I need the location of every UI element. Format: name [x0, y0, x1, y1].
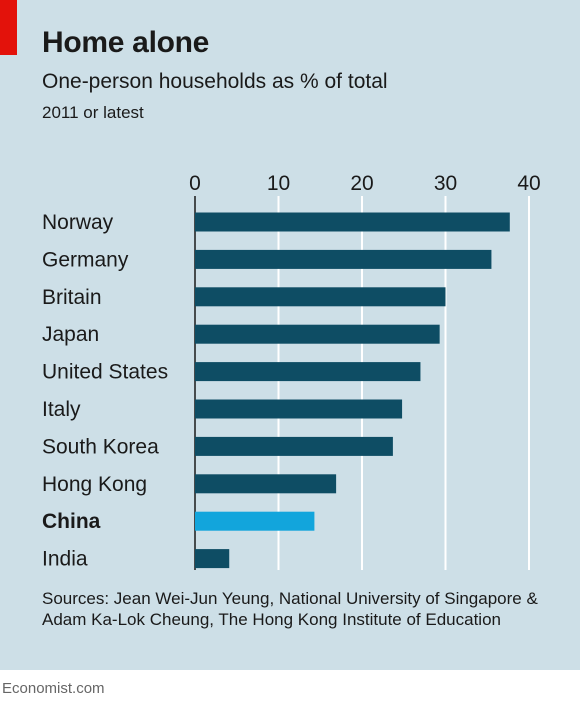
bar-norway: [195, 212, 510, 232]
category-label-norway: Norway: [42, 211, 114, 234]
category-label-south-korea: South Korea: [42, 435, 159, 458]
chart-note: 2011 or latest: [42, 103, 144, 122]
category-label-japan: Japan: [42, 323, 99, 346]
bar-germany: [195, 249, 492, 269]
x-tick-label-20: 20: [350, 172, 373, 195]
category-label-hong-kong: Hong Kong: [42, 473, 147, 496]
chart-title: Home alone: [42, 26, 210, 59]
x-tick-label-40: 40: [517, 172, 540, 195]
bar-japan: [195, 324, 440, 344]
category-label-germany: Germany: [42, 248, 129, 271]
footer-credit: Economist.com: [2, 680, 105, 697]
category-label-india: India: [42, 548, 88, 571]
bar-south-korea: [195, 436, 393, 456]
category-label-italy: Italy: [42, 398, 81, 421]
bar-italy: [195, 399, 403, 419]
red-tag-decoration: [0, 0, 17, 55]
tick-layer: 0 10 20 30 40: [189, 172, 541, 195]
bar-united-states: [195, 362, 421, 382]
bar-hong-kong: [195, 474, 337, 494]
chart-subtitle: One-person households as % of total: [42, 70, 388, 93]
bar-china: [195, 511, 315, 531]
category-label-layer: Norway Germany Britain Japan United States It…: [42, 211, 168, 571]
bar-layer: [195, 212, 510, 569]
bar-india: [195, 549, 230, 569]
x-tick-label-30: 30: [434, 172, 457, 195]
source-note: Sources: Jean Wei-Jun Yeung, National Un…: [42, 589, 538, 629]
x-tick-label-10: 10: [267, 172, 290, 195]
x-tick-label-0: 0: [189, 172, 201, 195]
category-label-china: China: [42, 510, 101, 533]
category-label-britain: Britain: [42, 286, 102, 309]
bar-britain: [195, 287, 446, 307]
category-label-united-states: United States: [42, 361, 168, 384]
